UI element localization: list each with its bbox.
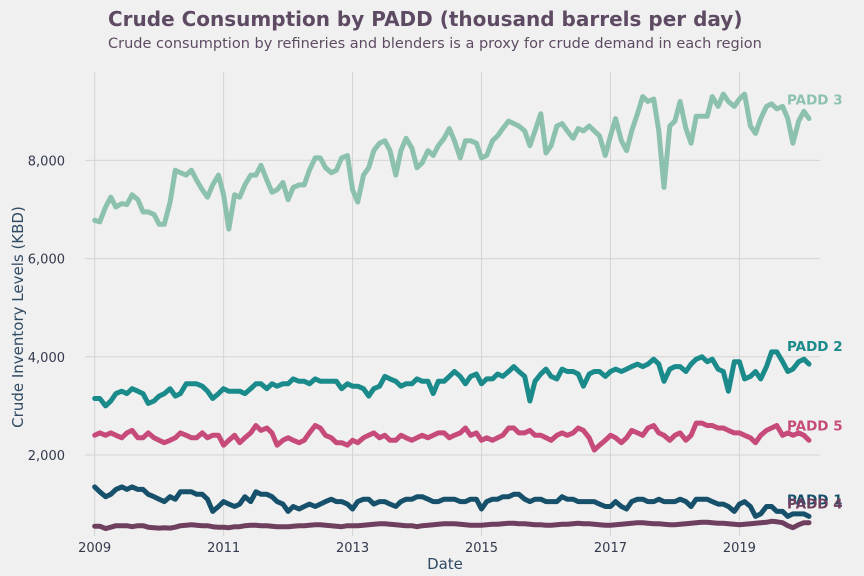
y-axis-label: Crude Inventory Levels (KBD) (9, 206, 27, 428)
series-lines (92, 91, 812, 532)
series-label: PADD 5 (787, 418, 843, 434)
y-tick-label: 6,000 (28, 253, 65, 268)
series-line-padd-5 (92, 420, 812, 453)
y-tick-label: 2,000 (28, 449, 65, 464)
y-tick-label: 4,000 (28, 351, 65, 366)
x-tick-label: 2015 (465, 541, 498, 556)
tick-labels: 2009 2011 2013 2015 2017 2019 2,000 4,000 6,000 8… (28, 154, 756, 556)
y-tick-label: 8,000 (28, 154, 65, 169)
x-tick-label: 2013 (336, 541, 369, 556)
plot-area: 2009 2011 2013 2015 2017 2019 2,000 4,000 6,000 8… (28, 72, 843, 556)
series-line-padd-2 (92, 349, 812, 409)
series-line-padd-1 (92, 484, 812, 519)
chart-title: Crude Consumption by PADD (thousand barr… (108, 7, 742, 31)
x-tick-label: 2011 (207, 541, 240, 556)
series-label: PADD 1 (787, 492, 843, 508)
x-tick-label: 2017 (594, 541, 627, 556)
series-label: PADD 4 (787, 497, 843, 513)
x-tick-label: 2019 (723, 541, 756, 556)
x-tick-label: 2009 (78, 541, 111, 556)
series-line-padd-3 (92, 91, 812, 232)
series-line-padd-4 (92, 518, 812, 532)
chart-subtitle: Crude consumption by refineries and blen… (108, 36, 762, 52)
x-axis-label: Date (427, 555, 463, 573)
series-label: PADD 2 (787, 339, 843, 355)
grid-lines (85, 72, 820, 536)
series-label: PADD 3 (787, 93, 843, 109)
